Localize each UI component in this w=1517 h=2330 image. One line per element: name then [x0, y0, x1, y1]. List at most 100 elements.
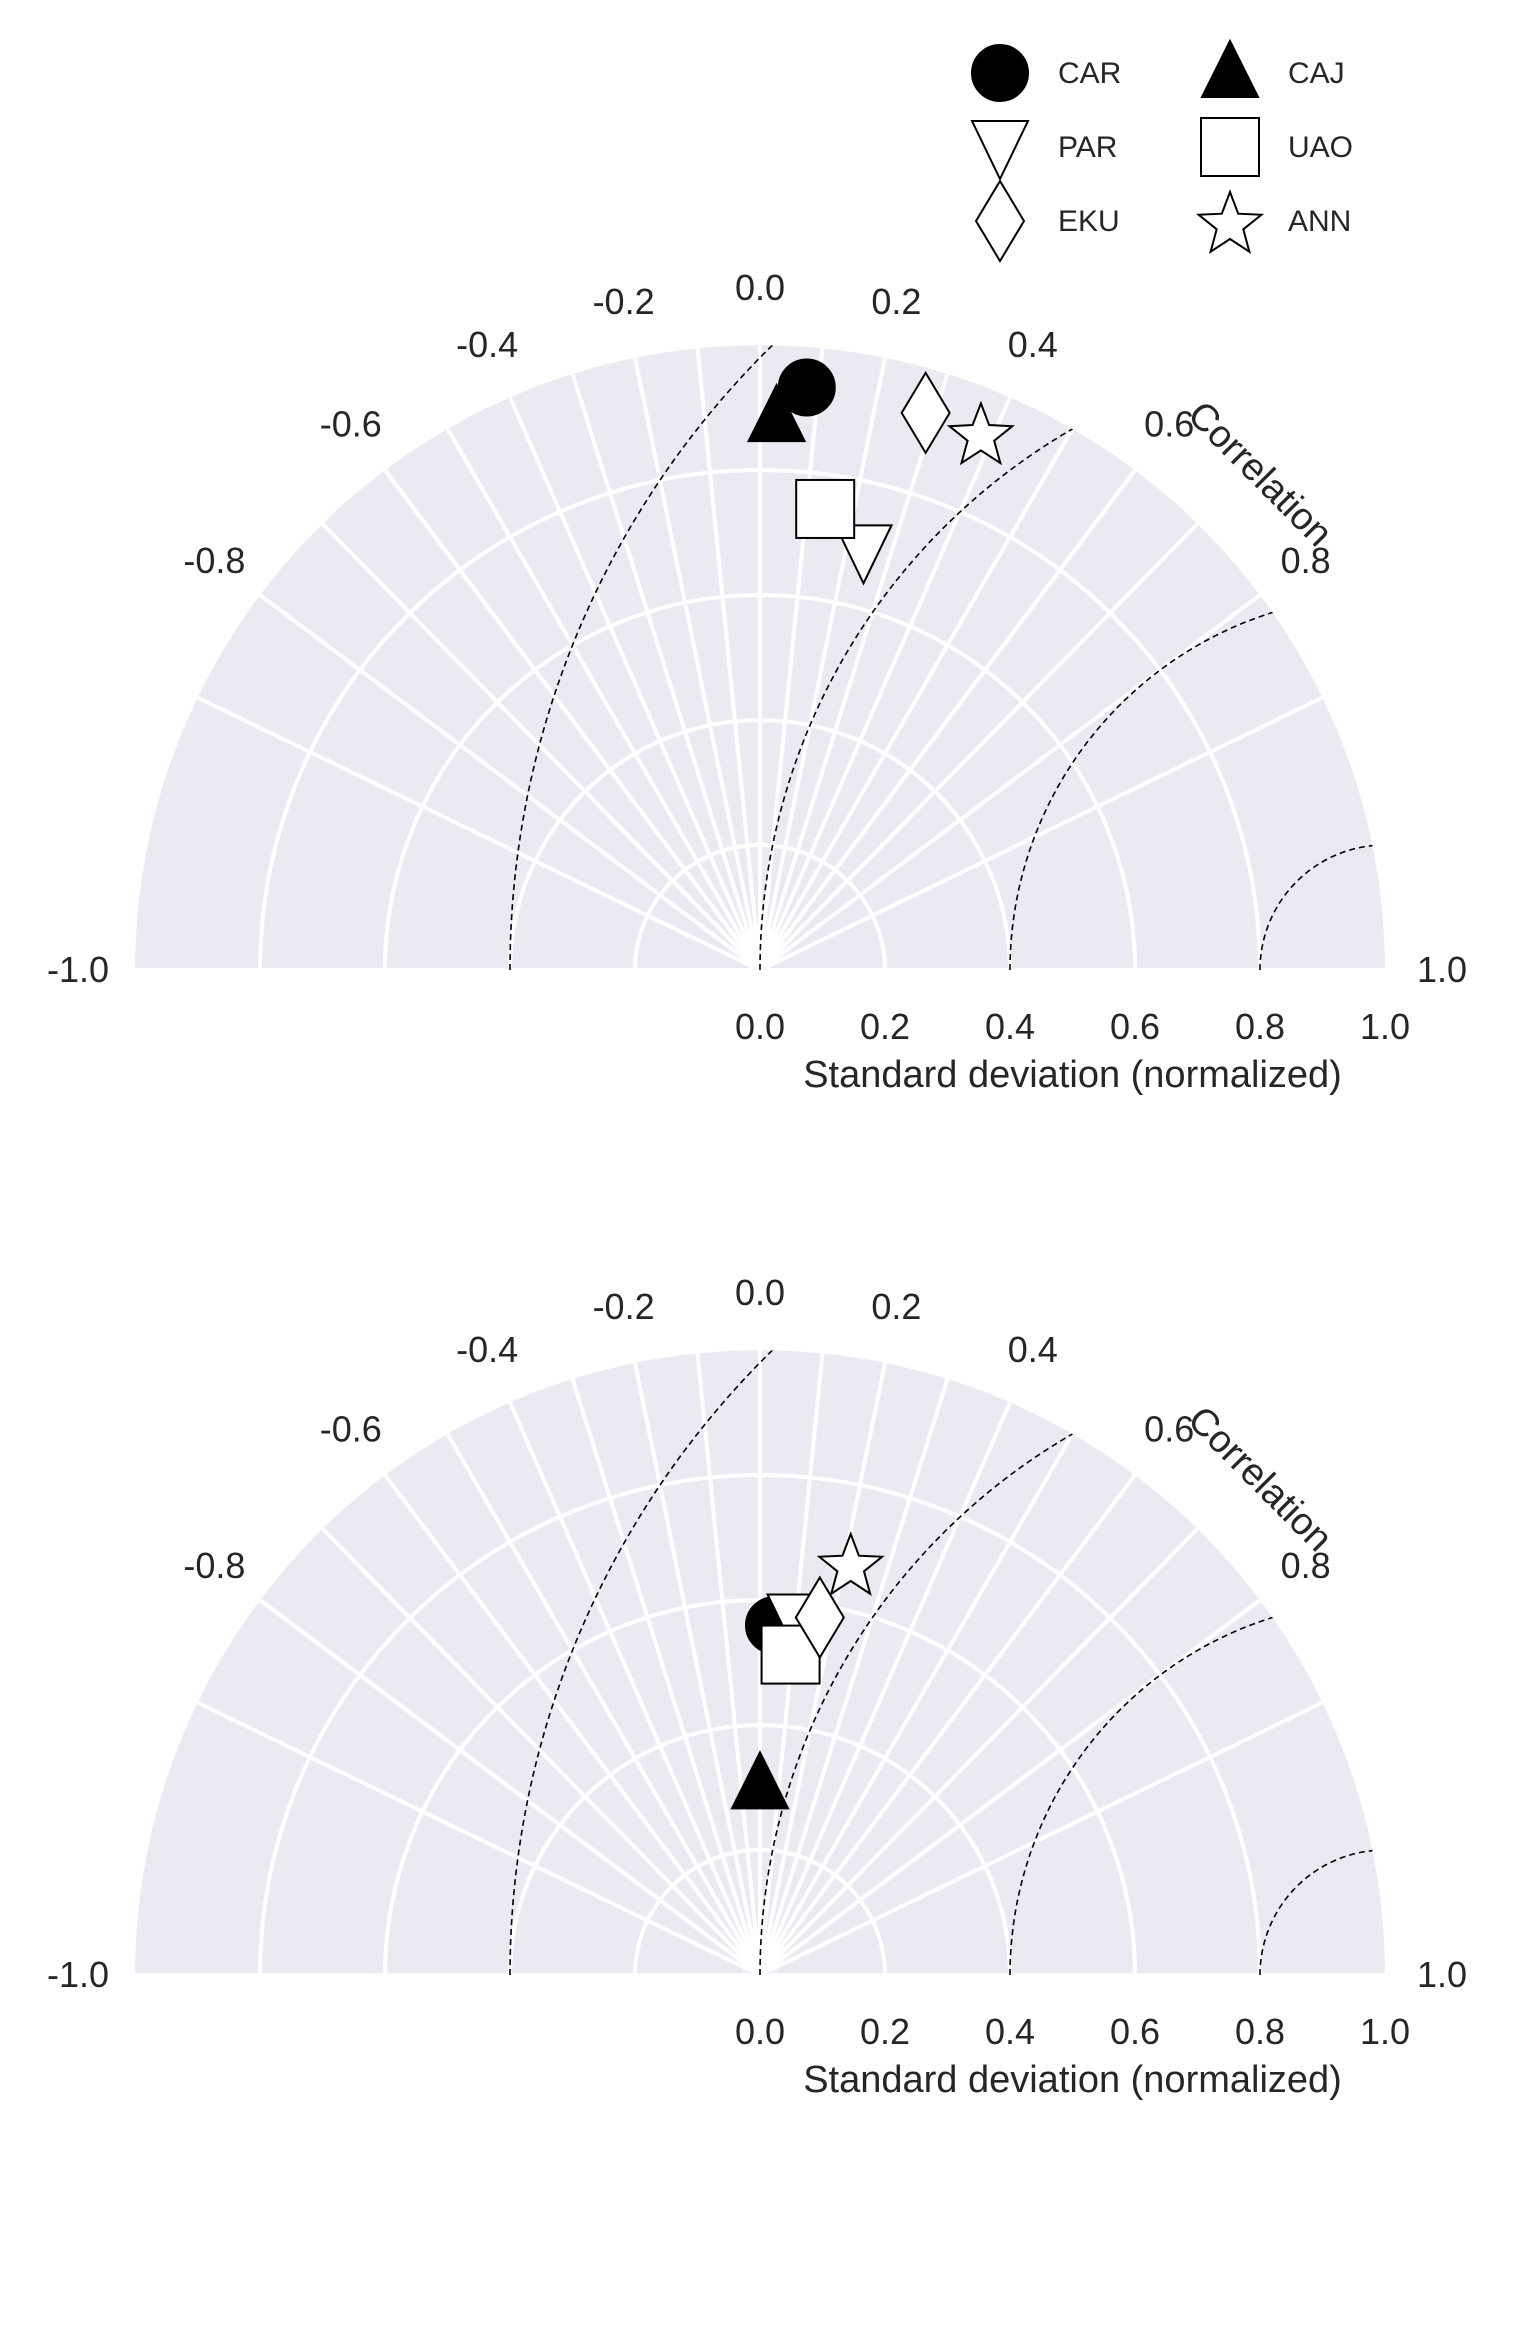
- correlation-tick-label: -0.6: [320, 403, 382, 444]
- correlation-tick-label: 0.4: [1008, 324, 1058, 365]
- correlation-tick-label: 0.8: [1281, 1545, 1331, 1586]
- radial-tick-labels: 0.0 0.2 0.4 0.6 0.8 1.0: [735, 1006, 1410, 1047]
- radial-tick-label: 0.4: [985, 1006, 1035, 1047]
- point-caj-icon: [746, 382, 807, 443]
- legend-marker-caj-icon: [1200, 38, 1260, 98]
- legend-item: UAO: [1200, 117, 1353, 177]
- correlation-gridline: [383, 468, 762, 972]
- correlation-tick-label: 0.2: [871, 281, 921, 322]
- correlation-gridline: [383, 1473, 762, 1977]
- correlation-gridline: [258, 593, 762, 972]
- point-ann-icon: [816, 1531, 885, 1596]
- rms-contour: [509, 1350, 1385, 1975]
- rms-contour: [1009, 594, 1385, 971]
- legend-marker-par-icon: [970, 120, 1030, 182]
- correlation-gridline: [758, 427, 1075, 971]
- correlation-tick-label: 0.8: [1281, 540, 1331, 581]
- legend-label: ANN: [1288, 205, 1351, 238]
- point-caj-icon: [730, 1750, 790, 1810]
- legend-label: CAJ: [1288, 57, 1345, 90]
- correlation-gridline: [321, 522, 762, 972]
- correlation-gridline: [633, 1362, 762, 1976]
- legend-label: CAR: [1058, 57, 1121, 90]
- correlation-gridline: [695, 347, 762, 971]
- data-points: [746, 358, 1015, 586]
- correlation-gridline: [258, 1598, 762, 1977]
- correlation-gridline: [508, 1401, 762, 1976]
- correlation-gridline: [196, 1700, 761, 1977]
- radial-tick-label: 0.0: [735, 2011, 785, 2052]
- data-points: [730, 1531, 885, 1810]
- correlation-gridline: [758, 522, 1199, 972]
- correlation-tick-label: -0.2: [593, 281, 655, 322]
- correlation-gridline: [758, 357, 887, 971]
- correlation-tick-label: -1.0: [47, 1954, 109, 1995]
- legend-item: CAR: [971, 44, 1121, 102]
- radial-tick-label: 0.6: [1110, 2011, 1160, 2052]
- correlation-tick-label: 0.0: [735, 267, 785, 308]
- correlation-tick-label: -0.8: [183, 540, 245, 581]
- rms-contour: [509, 345, 1385, 971]
- legend-marker-eku-icon: [974, 179, 1026, 263]
- correlation-gridline: [759, 1700, 1324, 1977]
- point-uao-icon: [795, 478, 856, 539]
- legend-marker-car-icon: [971, 44, 1029, 102]
- correlation-tick-label: 1.0: [1417, 1954, 1467, 1995]
- correlation-tick-label: 0.0: [735, 1272, 785, 1313]
- correlation-tick-label: -0.4: [456, 1329, 518, 1370]
- correlation-tick-label: 0.2: [871, 1286, 921, 1327]
- correlation-gridline: [445, 1432, 762, 1976]
- point-eku-icon: [900, 370, 951, 455]
- correlation-gridline: [758, 468, 1137, 972]
- radial-tick-labels: 0.0 0.2 0.4 0.6 0.8 1.0: [735, 2011, 1410, 2052]
- rms-contour: [1009, 1599, 1385, 1975]
- correlation-gridline: [758, 373, 950, 971]
- correlation-gridline: [758, 1432, 1075, 1976]
- rms-contours: [509, 1350, 1385, 1975]
- correlation-gridline: [758, 1598, 1262, 1977]
- correlation-gridline: [570, 373, 762, 971]
- correlation-gridline: [758, 1362, 887, 1976]
- radial-axis-label: Standard deviation (normalized): [803, 1054, 1342, 1096]
- grid: [135, 1350, 1385, 1977]
- legend-item: ANN: [1195, 189, 1351, 254]
- correlation-tick-label: -0.2: [593, 1286, 655, 1327]
- correlation-gridline: [758, 1527, 1199, 1977]
- correlation-tick-label: 0.6: [1144, 403, 1194, 444]
- grid: [135, 345, 1385, 972]
- correlation-gridline: [508, 396, 762, 971]
- correlation-gridline: [759, 695, 1324, 972]
- correlation-gridline: [758, 396, 1012, 971]
- taylor-diagram-2: -1.0-0.8-0.6-0.4-0.2 0.0 0.20.40.60.81.0Co…: [47, 1272, 1467, 2101]
- legend-item: CAJ: [1200, 38, 1345, 98]
- legend-item: PAR: [970, 120, 1117, 182]
- correlation-gridline: [758, 1401, 1012, 1976]
- rms-contour: [759, 1350, 1385, 1975]
- radial-axis-label: Standard deviation (normalized): [803, 2059, 1342, 2101]
- radial-tick-label: 0.2: [860, 1006, 910, 1047]
- correlation-gridline: [695, 1352, 762, 1976]
- legend-label: UAO: [1288, 131, 1353, 164]
- radial-tick-label: 1.0: [1360, 1006, 1410, 1047]
- radial-tick-label: 0.6: [1110, 1006, 1160, 1047]
- correlation-gridline: [196, 695, 761, 972]
- radial-tick-label: 0.4: [985, 2011, 1035, 2052]
- legend-item: EKU: [974, 179, 1120, 263]
- radial-tick-label: 0.8: [1235, 1006, 1285, 1047]
- correlation-gridline: [633, 357, 762, 971]
- point-ann-icon: [946, 400, 1015, 466]
- rms-contour: [759, 345, 1385, 971]
- correlation-gridline: [321, 1527, 762, 1977]
- legend: CAR CAJ PAR UAO EKU ANN: [970, 38, 1353, 263]
- correlation-tick-label: -0.8: [183, 1545, 245, 1586]
- taylor-diagram-1: -1.0-0.8-0.6-0.4-0.2 0.0 0.20.40.60.81.0Co…: [47, 267, 1467, 1096]
- correlation-gridline: [758, 347, 825, 971]
- rms-contours: [509, 345, 1385, 971]
- radial-tick-label: 0.2: [860, 2011, 910, 2052]
- correlation-tick-label: -0.4: [456, 324, 518, 365]
- correlation-tick-labels: -1.0 -0.8 -0.6 -0.4 -0.2 0.0 0.2 0.4 0.6 0.8 1.0: [47, 267, 1467, 990]
- correlation-tick-label: 0.6: [1144, 1408, 1194, 1449]
- radial-tick-label: 0.8: [1235, 2011, 1285, 2052]
